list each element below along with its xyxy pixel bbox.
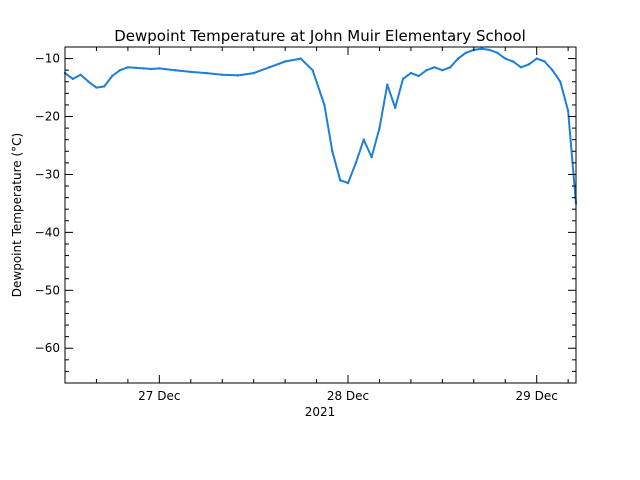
y-tick-label: −50	[35, 283, 60, 297]
plot-frame	[64, 46, 577, 384]
data-point	[441, 68, 444, 72]
x-tick-label: 29 Dec	[516, 389, 558, 403]
data-point	[496, 51, 499, 54]
data-point	[110, 74, 114, 78]
data-point	[393, 106, 397, 110]
data-point	[103, 85, 106, 88]
data-point	[142, 67, 145, 70]
data-point	[346, 181, 350, 185]
data-point	[311, 68, 314, 72]
data-point	[504, 57, 507, 60]
y-tick-label: −40	[35, 225, 60, 239]
data-point	[221, 73, 224, 77]
x-axis-ticks: 27 Dec 28 Dec 29 Dec	[64, 47, 569, 403]
data-point	[417, 74, 420, 78]
data-point	[456, 57, 460, 60]
y-axis-label: Dewpoint Temperature (°C)	[10, 133, 24, 297]
data-point	[338, 179, 342, 182]
data-point	[480, 47, 483, 50]
x-tick-label: 27 Dec	[138, 389, 180, 403]
data-point	[527, 63, 531, 66]
data-point	[79, 73, 82, 77]
data-point	[488, 48, 491, 52]
data-point	[425, 68, 428, 72]
data-point	[535, 57, 538, 60]
data-point	[331, 150, 334, 153]
data-point	[433, 66, 436, 69]
data-point	[158, 67, 161, 70]
data-point	[511, 60, 515, 63]
chart-title: Dewpoint Temperature at John Muir Elemen…	[114, 27, 526, 45]
data-point	[449, 66, 452, 69]
data-point	[519, 66, 523, 69]
data-point	[401, 77, 405, 81]
y-axis-ticks: −10 −20 −30 −40 −50 −60	[35, 52, 576, 372]
data-point	[362, 138, 365, 141]
data-point	[283, 60, 287, 63]
data-point	[189, 70, 192, 74]
data-point	[268, 66, 271, 69]
y-tick-label: −30	[35, 167, 60, 181]
data-point	[559, 80, 562, 83]
series-line	[64, 47, 577, 204]
data-point	[87, 80, 90, 83]
data-point	[173, 68, 177, 72]
data-point	[370, 155, 373, 159]
data-point	[299, 57, 303, 60]
data-point	[543, 60, 546, 63]
data-point	[71, 77, 75, 81]
y-tick-label: −20	[35, 110, 60, 124]
data-point	[205, 71, 208, 75]
y-tick-label: −60	[35, 341, 60, 355]
data-point	[464, 51, 468, 54]
data-point	[323, 103, 326, 107]
data-point	[378, 126, 381, 130]
data-point	[150, 67, 153, 71]
data-point	[118, 68, 122, 72]
x-tick-label: 28 Dec	[327, 389, 369, 403]
data-point	[236, 74, 240, 77]
data-point	[551, 68, 554, 72]
y-tick-label: −10	[35, 52, 60, 66]
x-axis-label: 2021	[305, 405, 336, 419]
data-series	[63, 47, 578, 205]
data-point	[95, 86, 98, 89]
data-point	[134, 66, 137, 70]
data-point	[126, 66, 130, 69]
data-point	[566, 109, 570, 112]
data-point	[354, 161, 358, 165]
data-point	[252, 71, 255, 75]
data-point	[386, 83, 389, 86]
data-point	[409, 71, 413, 75]
